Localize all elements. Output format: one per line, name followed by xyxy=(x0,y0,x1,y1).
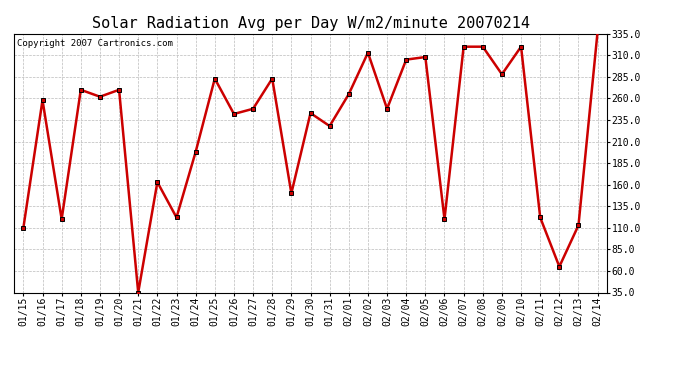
Text: Copyright 2007 Cartronics.com: Copyright 2007 Cartronics.com xyxy=(17,39,172,48)
Title: Solar Radiation Avg per Day W/m2/minute 20070214: Solar Radiation Avg per Day W/m2/minute … xyxy=(92,16,529,31)
